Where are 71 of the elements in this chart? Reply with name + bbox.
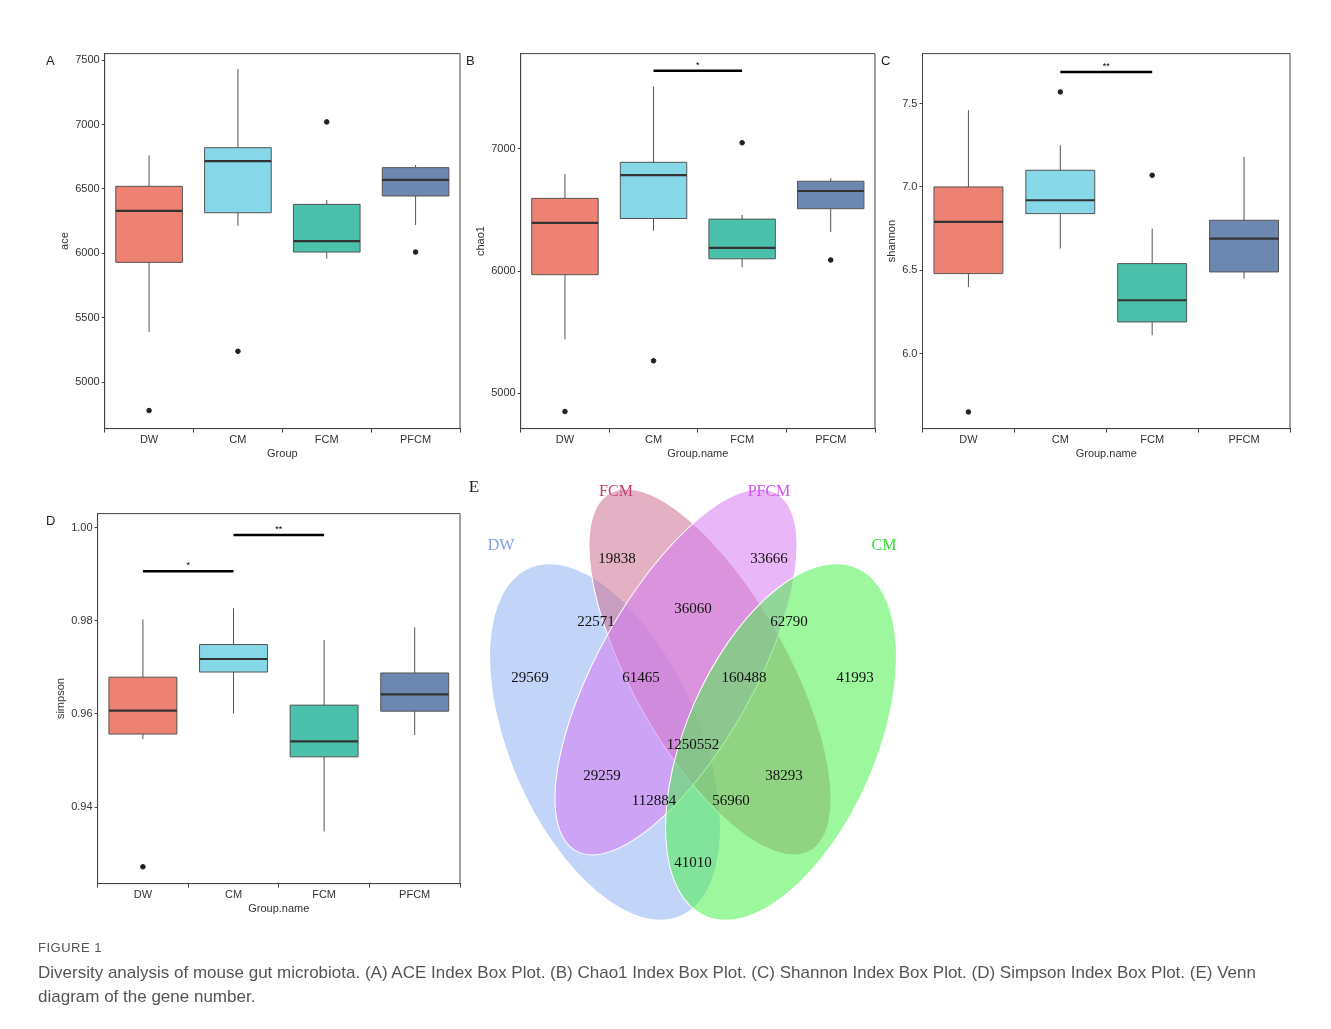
y-tick-label: 7.0 (902, 179, 918, 192)
y-axis-title: simpson (53, 678, 66, 720)
x-tick-label: CM (644, 433, 663, 446)
x-tick-label: DW (555, 433, 575, 446)
x-tick-label: PFCM (400, 433, 432, 446)
y-tick-label: 5000 (491, 386, 516, 399)
x-tick-label: PFCM (815, 433, 847, 446)
x-tick-label: CM (224, 888, 243, 901)
y-tick-label: 5000 (75, 375, 100, 388)
x-tick-label: FCM (730, 433, 755, 446)
y-axis-title: ace (57, 232, 70, 250)
y-tick-label: 6000 (491, 264, 516, 277)
x-axis-title: Group.name (248, 902, 310, 915)
text: 41993 (836, 669, 874, 685)
text: 36060 (674, 600, 712, 616)
text: FIGURE 1 (38, 940, 103, 955)
text: 22571 (577, 613, 615, 629)
text: 56960 (712, 792, 750, 808)
chart-title: C (881, 53, 891, 69)
x-tick-label: DW (133, 888, 153, 901)
x-tick-label: PFCM (399, 888, 431, 901)
y-tick-label: 7.5 (902, 96, 918, 109)
y-axis-title: shannon (884, 219, 897, 263)
x-tick-label: FCM (312, 888, 337, 901)
y-tick-label: 0.94 (71, 800, 93, 813)
annotation: * (186, 560, 191, 571)
text: 112884 (631, 792, 677, 808)
text: 61465 (622, 669, 660, 685)
y-tick-label: 6000 (75, 246, 100, 259)
y-tick-label: 1.00 (71, 520, 93, 533)
text: CM (871, 535, 897, 553)
y-tick-label: 7500 (75, 53, 100, 66)
text: 29569 (511, 669, 549, 685)
x-tick-label: DW (959, 433, 979, 446)
text: 38293 (765, 767, 803, 783)
y-tick-label: 0.96 (71, 707, 93, 720)
text: 33666 (750, 550, 789, 566)
x-tick-label: CM (1051, 433, 1069, 446)
x-tick-label: FCM (314, 433, 339, 446)
x-tick-label: PFCM (1228, 433, 1260, 446)
x-tick-label: CM (229, 433, 247, 446)
text: 62790 (770, 613, 808, 629)
annotation: * (696, 59, 701, 70)
y-tick-label: 7000 (75, 117, 100, 130)
y-tick-label: 6.5 (902, 263, 918, 276)
chart-title: B (466, 53, 475, 69)
text: Diversity analysis of mouse gut microbiota. (A) ACE Index Box Plot. (B) Chao1 Index Box Plot. (C) Shannon Index Box Plot. (D) Simpson Index Box Plot. (E) Venn diagram of the gene number. (38, 962, 1257, 1008)
text: 160488 (721, 669, 767, 685)
x-axis-title: Group.name (1075, 447, 1137, 460)
annotation: ** (275, 524, 283, 535)
y-tick-label: 7000 (491, 141, 516, 154)
y-tick-label: 6.0 (902, 346, 918, 359)
y-tick-label: 5500 (75, 310, 100, 323)
x-axis-title: Group.name (667, 447, 729, 460)
text: FCM (599, 481, 633, 499)
text: E (468, 476, 480, 496)
y-tick-label: 0.98 (71, 613, 93, 626)
text: 29259 (583, 767, 621, 783)
text: DW (487, 535, 516, 553)
y-tick-label: 6500 (75, 181, 100, 194)
y-axis-title: chao1 (473, 226, 486, 257)
x-tick-label: DW (139, 433, 159, 446)
x-tick-label: FCM (1140, 433, 1165, 446)
x-axis-title: Group (267, 447, 298, 460)
text: 19838 (598, 550, 636, 566)
annotation: ** (1102, 60, 1111, 71)
text: 1250552 (666, 736, 720, 752)
text: 41010 (674, 854, 712, 870)
text: PFCM (747, 481, 791, 499)
chart-title: A (46, 53, 55, 69)
chart-title: D (46, 513, 56, 529)
